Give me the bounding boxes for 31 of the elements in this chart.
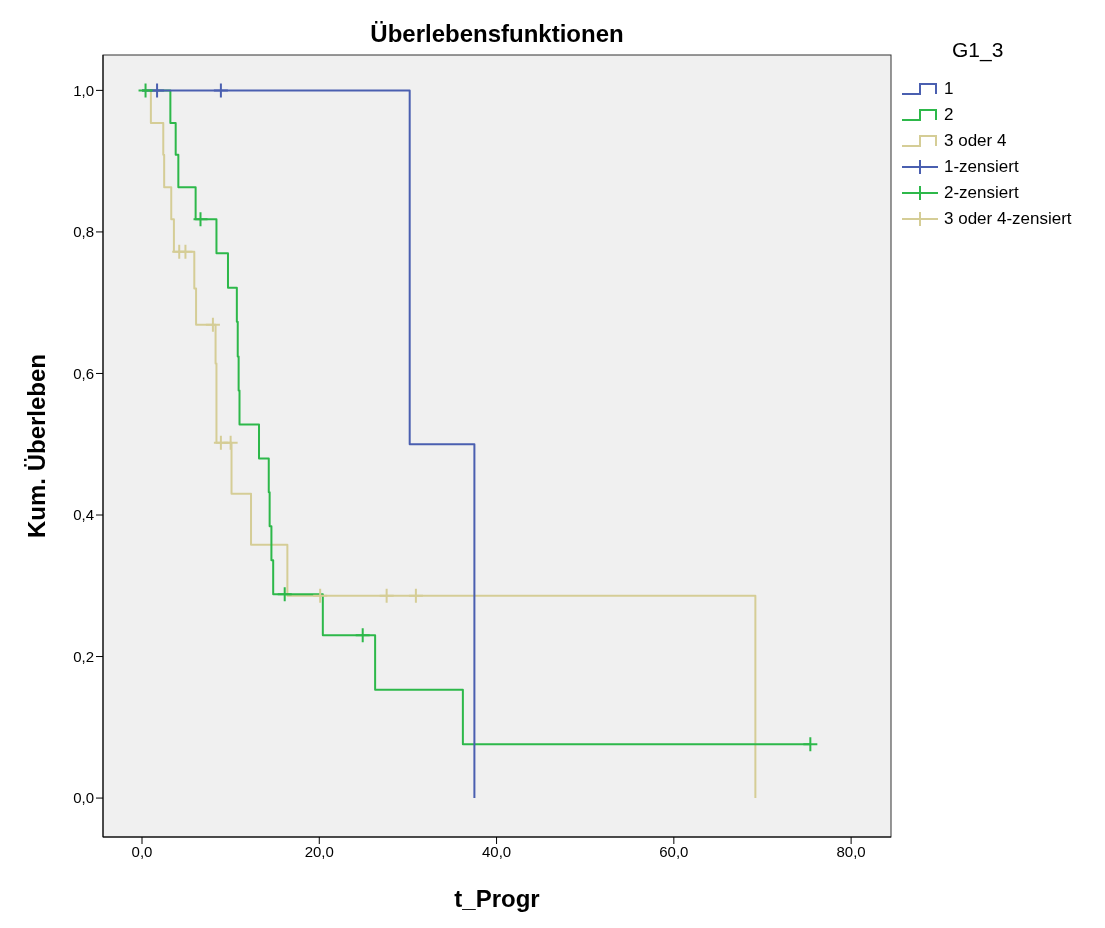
legend-label: 2	[944, 105, 954, 125]
chart-title: Überlebensfunktionen	[369, 20, 625, 48]
point	[802, 736, 819, 753]
legend-title: G1_3	[952, 38, 1005, 62]
x-tick-label: 80,0	[836, 842, 866, 860]
legend-label: 3 oder 4-zensiert	[944, 209, 1072, 229]
point	[276, 586, 293, 603]
point	[354, 627, 371, 644]
x-tick-label: 60,0	[659, 842, 689, 860]
legend-label: 1	[944, 79, 954, 99]
y-tick-label: 0,6	[73, 364, 94, 382]
legend-label: 3 oder 4	[944, 131, 1007, 151]
point	[407, 587, 424, 604]
point	[222, 434, 239, 451]
legend-label: 2-zensiert	[944, 183, 1019, 203]
point	[378, 587, 395, 604]
point	[204, 316, 221, 333]
y-tick-label: 0,8	[73, 223, 94, 241]
y-tick-label: 0,0	[73, 789, 94, 807]
y-axis-title: Kum. Überleben	[22, 353, 50, 539]
x-tick-label: 40,0	[481, 842, 512, 860]
x-tick-label: 0,0	[131, 842, 153, 860]
y-tick-label: 0,2	[73, 647, 94, 665]
legend-label: 1-zensiert	[944, 157, 1019, 177]
x-tick-label: 20,0	[304, 842, 334, 860]
point	[312, 587, 329, 604]
y-tick-label: 0,4	[73, 506, 94, 524]
point	[192, 211, 209, 228]
point	[212, 82, 229, 99]
y-tick-label: 1,0	[73, 81, 94, 99]
x-axis-title: t_Progr	[454, 885, 540, 912]
